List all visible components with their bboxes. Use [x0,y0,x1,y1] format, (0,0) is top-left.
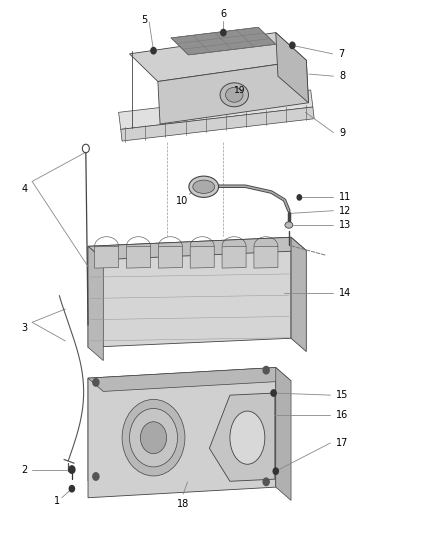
Circle shape [69,466,75,473]
Polygon shape [276,368,291,500]
Text: 3: 3 [21,322,28,333]
Circle shape [130,408,177,467]
Polygon shape [276,33,308,103]
Circle shape [271,390,276,396]
Ellipse shape [285,222,293,228]
Polygon shape [88,368,276,498]
Text: 13: 13 [339,220,351,230]
Polygon shape [209,393,275,481]
Polygon shape [171,27,276,55]
Polygon shape [88,368,291,391]
Text: 17: 17 [336,438,348,448]
Polygon shape [158,246,182,268]
Polygon shape [95,246,119,268]
Ellipse shape [220,83,248,107]
Circle shape [290,42,295,49]
Text: 18: 18 [177,499,189,509]
Circle shape [93,378,99,386]
Ellipse shape [193,180,215,193]
Polygon shape [222,246,246,268]
Ellipse shape [230,411,265,464]
Polygon shape [88,237,291,348]
Ellipse shape [226,87,243,102]
Circle shape [221,29,226,36]
Text: 19: 19 [234,85,246,94]
Circle shape [263,367,269,374]
Text: 2: 2 [21,465,28,474]
Text: 15: 15 [336,390,348,400]
Polygon shape [88,378,103,492]
Text: 7: 7 [338,49,344,59]
Circle shape [263,478,269,486]
Ellipse shape [189,176,219,197]
Text: 14: 14 [339,288,351,298]
Polygon shape [88,246,103,361]
Text: 8: 8 [339,71,345,81]
Polygon shape [254,246,278,268]
Circle shape [151,47,156,54]
Polygon shape [119,90,313,130]
Text: 1: 1 [53,496,60,506]
Circle shape [93,473,99,480]
Text: 16: 16 [336,410,348,421]
Polygon shape [127,246,150,268]
Circle shape [297,195,301,200]
Polygon shape [291,237,306,352]
Polygon shape [130,33,306,82]
Text: 10: 10 [176,196,188,206]
Circle shape [122,399,185,476]
Circle shape [69,486,74,492]
Circle shape [273,468,279,474]
Polygon shape [88,237,306,260]
Text: 4: 4 [21,184,28,195]
Polygon shape [190,246,214,268]
Text: 12: 12 [339,206,351,216]
Circle shape [141,422,166,454]
Text: 6: 6 [220,9,226,19]
Polygon shape [121,107,314,141]
Text: 11: 11 [339,192,351,203]
Text: 9: 9 [339,127,345,138]
Polygon shape [158,60,308,124]
Text: 5: 5 [141,15,147,25]
